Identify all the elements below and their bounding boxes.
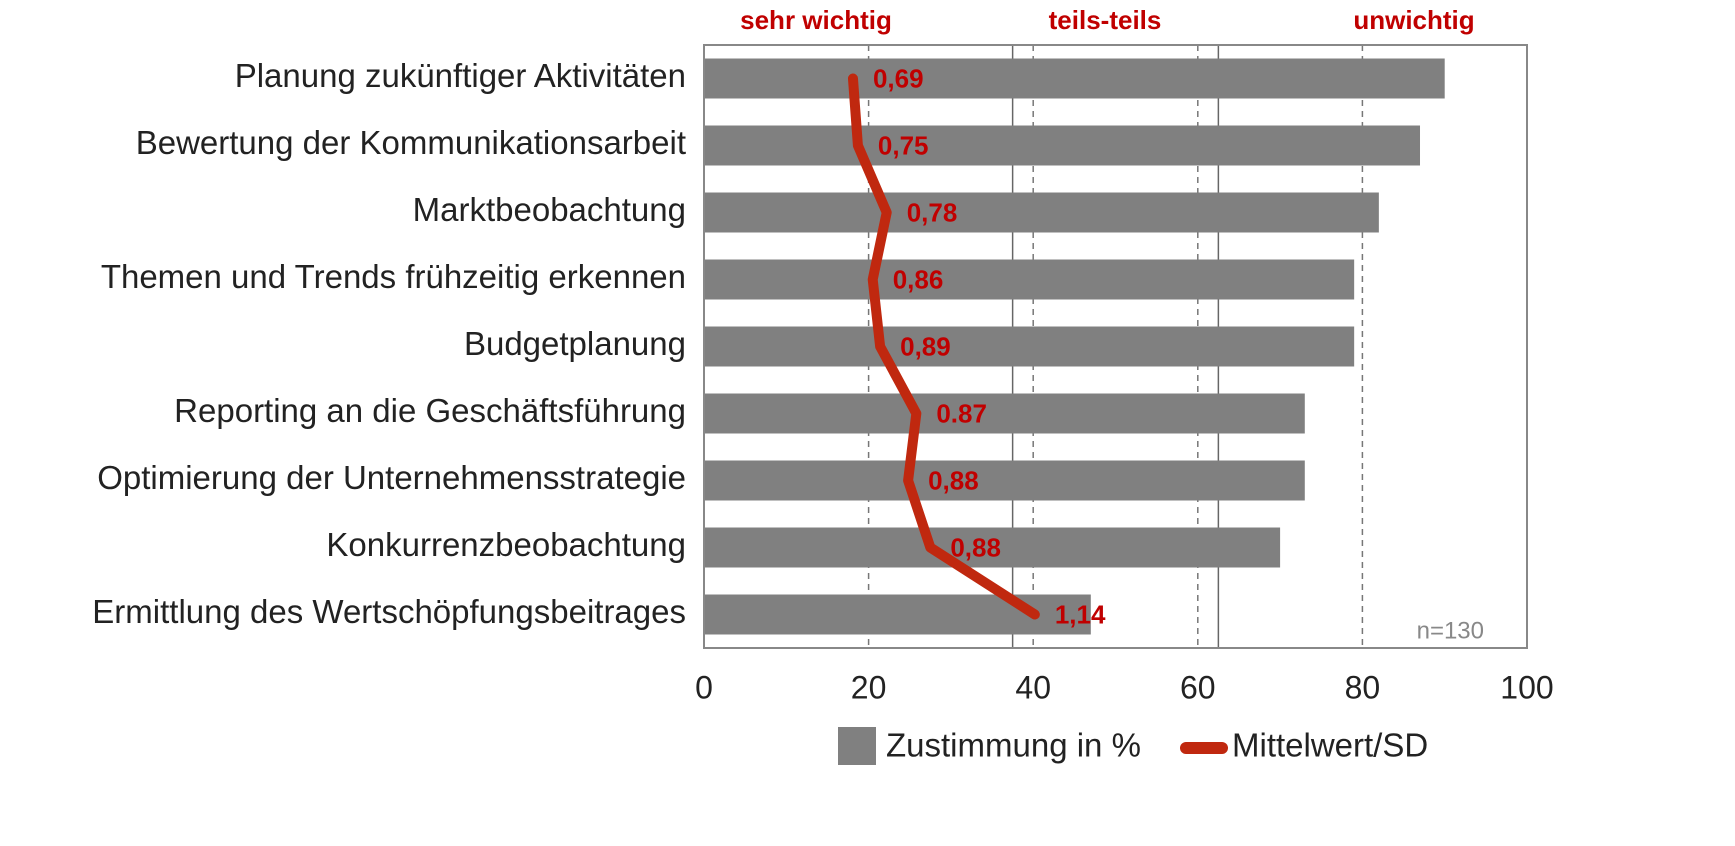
plot-frame — [703, 44, 1528, 649]
bar — [704, 326, 1355, 367]
point-label: 0,88 — [928, 465, 979, 495]
point-label: 0,75 — [878, 130, 929, 160]
point-label: 0,69 — [873, 63, 924, 93]
point-label: 0,78 — [907, 197, 958, 227]
scale-label: teils-teils — [1049, 5, 1162, 35]
y-tick-label: Marktbeobachtung — [413, 191, 686, 228]
bar — [704, 192, 1379, 233]
bar — [704, 393, 1305, 434]
bar — [704, 460, 1305, 501]
scale-label: sehr wichtig — [740, 5, 892, 35]
y-tick-label: Themen und Trends frühzeitig erkennen — [101, 258, 686, 295]
point-label: 0,89 — [900, 331, 951, 361]
y-tick-label: Ermittlung des Wertschöpfungsbeitrages — [92, 593, 686, 630]
point-label: 0,86 — [893, 264, 944, 294]
x-tick-label: 40 — [1015, 669, 1051, 705]
x-tick-label: 20 — [851, 669, 887, 705]
x-tick-label: 0 — [695, 669, 713, 705]
bar — [704, 58, 1445, 99]
bar — [704, 259, 1355, 300]
mean-line — [847, 73, 1040, 620]
x-tick-label: 80 — [1345, 669, 1381, 705]
y-tick-label: Optimierung der Unternehmensstrategie — [97, 459, 686, 496]
scale-label: unwichtig — [1353, 5, 1474, 35]
y-tick-label: Reporting an die Geschäftsführung — [174, 392, 686, 429]
legend-label: Zustimmung in % — [886, 727, 1141, 764]
legend-label: Mittelwert/SD — [1232, 727, 1428, 764]
legend-swatch — [838, 727, 876, 765]
bar — [704, 125, 1421, 166]
x-tick-label: 60 — [1180, 669, 1216, 705]
y-tick-label: Bewertung der Kommunikationsarbeit — [136, 124, 686, 161]
y-tick-label: Konkurrenzbeobachtung — [326, 526, 686, 563]
point-label: 0.87 — [936, 398, 987, 428]
bar — [704, 527, 1281, 568]
point-label: 0,88 — [950, 532, 1001, 562]
x-tick-label: 100 — [1500, 669, 1553, 705]
point-label: 1,14 — [1055, 599, 1106, 629]
y-tick-label: Planung zukünftiger Aktivitäten — [235, 57, 686, 94]
y-tick-label: Budgetplanung — [464, 325, 686, 362]
annotation: n=130 — [1417, 617, 1484, 644]
